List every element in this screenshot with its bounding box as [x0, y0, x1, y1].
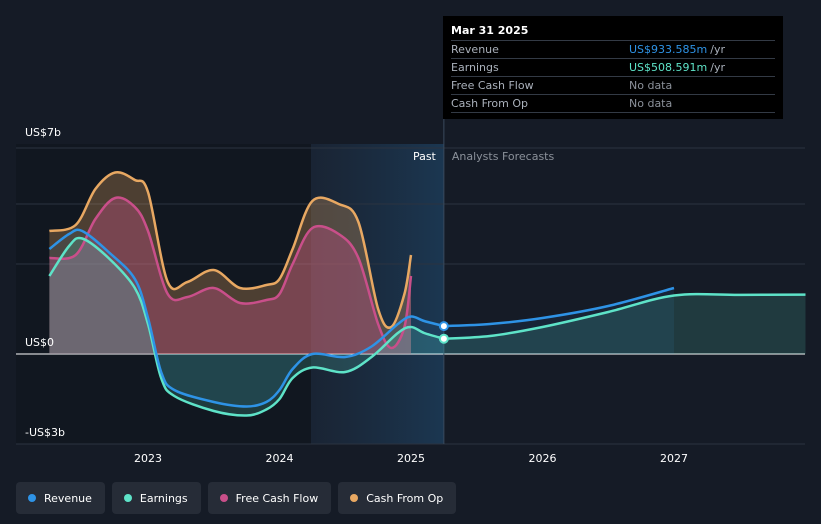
- tooltip-row-unit: /yr: [710, 43, 725, 56]
- tooltip-row-label: Cash From Op: [451, 97, 529, 110]
- legend-item-cash-from-op[interactable]: Cash From Op: [338, 482, 457, 514]
- tooltip: Mar 31 2025 Revenue US$933.585m/yr Earning…: [443, 16, 783, 119]
- legend-label: Cash From Op: [366, 491, 444, 505]
- plot-dark-bg: [16, 144, 311, 444]
- legend-label: Free Cash Flow: [235, 491, 319, 505]
- area-revenue: [49, 229, 444, 407]
- highlight-point: [438, 321, 449, 332]
- tooltip-row: Revenue US$933.585m/yr: [451, 41, 775, 59]
- forecast-label: Analysts Forecasts: [452, 150, 555, 163]
- y-tick-label: US$7b: [25, 126, 61, 139]
- legend-label: Earnings: [139, 491, 188, 505]
- tooltip-row-value: No data: [629, 79, 673, 92]
- legend-dot-icon: [123, 494, 132, 502]
- legend-item-revenue[interactable]: Revenue: [16, 482, 105, 514]
- area-cash-from-op: [49, 172, 411, 354]
- x-tick-label: 2027: [660, 452, 688, 465]
- past-label: Past: [413, 150, 437, 163]
- tooltip-row-label: Revenue: [451, 43, 499, 56]
- forecast-area-earnings: [443, 294, 806, 354]
- tooltip-row-unit: /yr: [710, 61, 725, 74]
- legend-item-free-cash-flow[interactable]: Free Cash Flow: [207, 482, 332, 514]
- forecast-line-revenue: [443, 286, 675, 328]
- tooltip-row-label: Free Cash Flow: [451, 79, 534, 92]
- tooltip-row: Free Cash Flow No data: [451, 77, 775, 95]
- x-tick-label: 2026: [529, 452, 557, 465]
- y-tick-label: -US$3b: [25, 426, 65, 439]
- tooltip-row: Earnings US$508.591m/yr: [451, 59, 775, 77]
- legend: Revenue Earnings Free Cash Flow Cash From O…: [16, 482, 457, 514]
- forecast-line-earnings: [443, 292, 806, 340]
- tooltip-row-value: US$508.591m: [629, 61, 708, 74]
- tooltip-date: Mar 31 2025: [451, 22, 775, 41]
- tooltip-row-value: US$933.585m: [629, 43, 708, 56]
- tooltip-row-label: Earnings: [451, 61, 499, 74]
- legend-label: Revenue: [44, 491, 92, 505]
- line-cash-from-op: [49, 171, 413, 329]
- legend-dot-icon: [350, 494, 359, 502]
- line-revenue: [48, 228, 445, 408]
- legend-item-earnings[interactable]: Earnings: [111, 482, 201, 514]
- legend-dot-icon: [28, 494, 36, 502]
- tooltip-row-value: No data: [629, 97, 673, 110]
- tooltip-row: Cash From Op No data: [451, 95, 775, 113]
- legend-dot-icon: [219, 494, 228, 502]
- x-tick-label: 2024: [266, 452, 294, 465]
- x-tick-label: 2025: [397, 452, 425, 465]
- line-earnings: [48, 236, 445, 417]
- y-tick-label: US$0: [25, 336, 54, 349]
- highlight-point: [438, 333, 449, 344]
- line-free-cash-flow: [49, 196, 413, 350]
- x-tick-label: 2023: [134, 452, 162, 465]
- area-free-cash-flow: [49, 197, 411, 354]
- past-region: [311, 144, 444, 444]
